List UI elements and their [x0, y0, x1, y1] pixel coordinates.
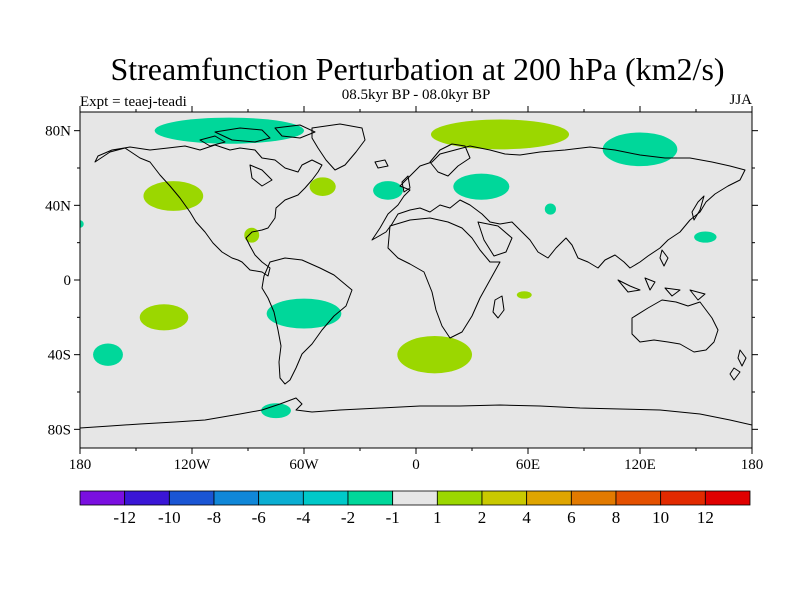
colorbar-label: -6 — [252, 508, 266, 527]
colorbar-label: -1 — [386, 508, 400, 527]
x-tick-label: 120E — [624, 457, 656, 473]
antarctica-coast — [80, 397, 752, 429]
plot-subtitle: 08.5kyr BP - 08.0kyr BP — [341, 87, 491, 103]
negative-anomaly-3 — [602, 132, 678, 167]
positive-anomaly-11 — [143, 181, 204, 211]
x-tick-label: 120W — [174, 457, 212, 473]
indonesia-coast — [617, 277, 706, 301]
colorbar-label: -12 — [113, 508, 136, 527]
africa-coast — [387, 217, 501, 339]
colorbar-box — [660, 490, 706, 506]
hudson-bay-coast — [249, 164, 273, 187]
colorbar-labels: -12 -10 -8 -6 -4 -2 -1 1 2 4 6 8 10 12 — [113, 508, 714, 527]
colorbar-box — [258, 490, 304, 506]
positive-anomaly-14 — [139, 304, 189, 331]
y-tick-label: 80N — [45, 124, 71, 140]
negative-anomaly-2 — [453, 173, 510, 200]
colorbar-label: 6 — [567, 508, 576, 527]
colorbar-box — [481, 490, 528, 506]
colorbar-label: 1 — [433, 508, 442, 527]
negative-anomaly-5 — [694, 231, 717, 243]
colorbar-box — [436, 490, 483, 506]
south-america-coast — [261, 257, 353, 385]
colorbar-box — [79, 490, 126, 506]
colorbar-label: -10 — [158, 508, 181, 527]
colorbar-box — [302, 490, 349, 506]
scandinavia-coast — [429, 143, 471, 177]
negative-anomaly-8 — [93, 343, 123, 366]
positive-anomaly-15 — [397, 336, 472, 374]
y-axis-ticks — [74, 130, 758, 430]
colorbar-box — [392, 490, 438, 506]
madagascar-coast — [492, 295, 505, 319]
map-background — [80, 112, 752, 448]
colorbar-label: 10 — [652, 508, 669, 527]
colorbar-box — [615, 490, 662, 506]
y-tick-label: 0 — [64, 273, 72, 289]
colorbar-label: 12 — [697, 508, 714, 527]
positive-anomaly-16 — [516, 291, 532, 299]
y-tick-label: 40N — [45, 198, 71, 214]
negative-anomaly-9 — [261, 403, 291, 419]
x-tick-label: 0 — [412, 457, 420, 473]
x-tick-label: 60E — [516, 457, 540, 473]
arctic-islands-coast — [199, 124, 316, 147]
x-tick-label: 180 — [69, 457, 92, 473]
greenland-coast — [311, 123, 366, 171]
x-axis-ticks — [79, 106, 753, 454]
negative-anomaly-6 — [80, 220, 84, 228]
colorbar-box — [570, 490, 617, 506]
y-tick-label: 80S — [48, 422, 71, 438]
colorbar-label: -2 — [341, 508, 355, 527]
colorbar-label: 8 — [612, 508, 621, 527]
positive-anomaly-12 — [309, 177, 336, 197]
colorbar-box — [168, 490, 215, 506]
colorbar-label: -8 — [207, 508, 221, 527]
colorbar-box — [213, 490, 260, 506]
arabia-coast — [477, 221, 513, 257]
new-zealand-coast — [729, 349, 747, 381]
colorbar-label: 2 — [478, 508, 487, 527]
x-axis-labels: 180 120W 60W 0 60E 120E 180 — [69, 457, 764, 473]
eurasia-coast — [371, 145, 746, 269]
colorbar-label: -4 — [296, 508, 311, 527]
y-tick-label: 40S — [48, 348, 71, 364]
plot-title: Streamfunction Perturbation at 200 hPa (… — [110, 51, 725, 87]
philippines-coast — [659, 249, 669, 267]
negative-anomaly-7 — [266, 298, 342, 329]
negative-anomaly-4 — [544, 203, 557, 215]
japan-coast — [691, 195, 705, 221]
great-britain-coast — [401, 175, 411, 193]
colorbar-label: 4 — [522, 508, 531, 527]
x-tick-label: 180 — [741, 457, 764, 473]
iceland-coast — [374, 159, 389, 169]
season-label: JJA — [729, 92, 752, 108]
negative-anomaly-1 — [373, 181, 403, 200]
x-tick-label: 60W — [289, 457, 319, 473]
colorbar-box — [526, 490, 572, 506]
negative-anomaly-0 — [154, 117, 304, 144]
australia-coast — [631, 299, 719, 353]
experiment-label: Expt = teaej-teadi — [80, 94, 187, 110]
positive-anomaly-10 — [430, 119, 570, 150]
colorbar — [79, 490, 751, 506]
colorbar-box — [704, 490, 751, 506]
positive-anomaly-13 — [244, 227, 260, 243]
y-axis-labels: 80N 40N 0 40S 80S — [45, 124, 71, 439]
north-america-coast — [94, 144, 323, 277]
colorbar-box — [347, 490, 394, 506]
colorbar-box — [124, 490, 170, 506]
coastlines — [80, 123, 752, 429]
